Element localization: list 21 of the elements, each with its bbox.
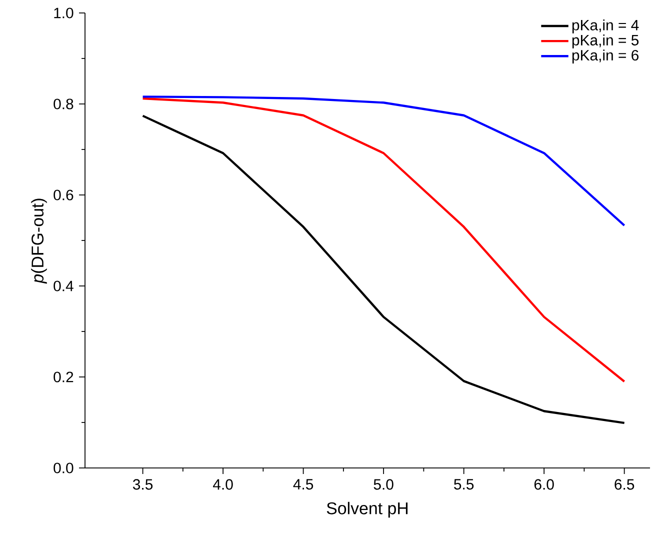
x-tick-label: 4.0 — [213, 479, 233, 490]
y-tick-label: 1.0 — [54, 8, 74, 18]
x-tick-label: 5.5 — [454, 479, 474, 490]
y-tick-label: 0.2 — [54, 372, 74, 382]
x-tick-label: 4.5 — [293, 479, 314, 490]
x-tick-label: 5.0 — [374, 479, 394, 490]
y-tick-label: 0.6 — [54, 190, 74, 200]
y-tick-label: 0.4 — [54, 280, 74, 292]
y-axis-title: p(DFG-out) — [31, 198, 47, 284]
line-series — [142, 114, 626, 424]
line-series — [142, 96, 626, 227]
x-tick-label: 3.5 — [132, 479, 153, 490]
x-tick-label: 6.0 — [534, 479, 554, 490]
legend-label: pKa,in = 5 — [572, 34, 639, 48]
x-tick-label: 6.5 — [614, 479, 634, 490]
y-tick-label: 0.0 — [54, 462, 74, 474]
legend-label: pKa,in = 4 — [572, 19, 639, 34]
x-axis-title: Solvent pH — [326, 502, 408, 518]
y-tick-label: 0.8 — [54, 98, 74, 110]
line-series — [142, 97, 626, 383]
legend-label: pKa,in = 6 — [572, 50, 639, 64]
